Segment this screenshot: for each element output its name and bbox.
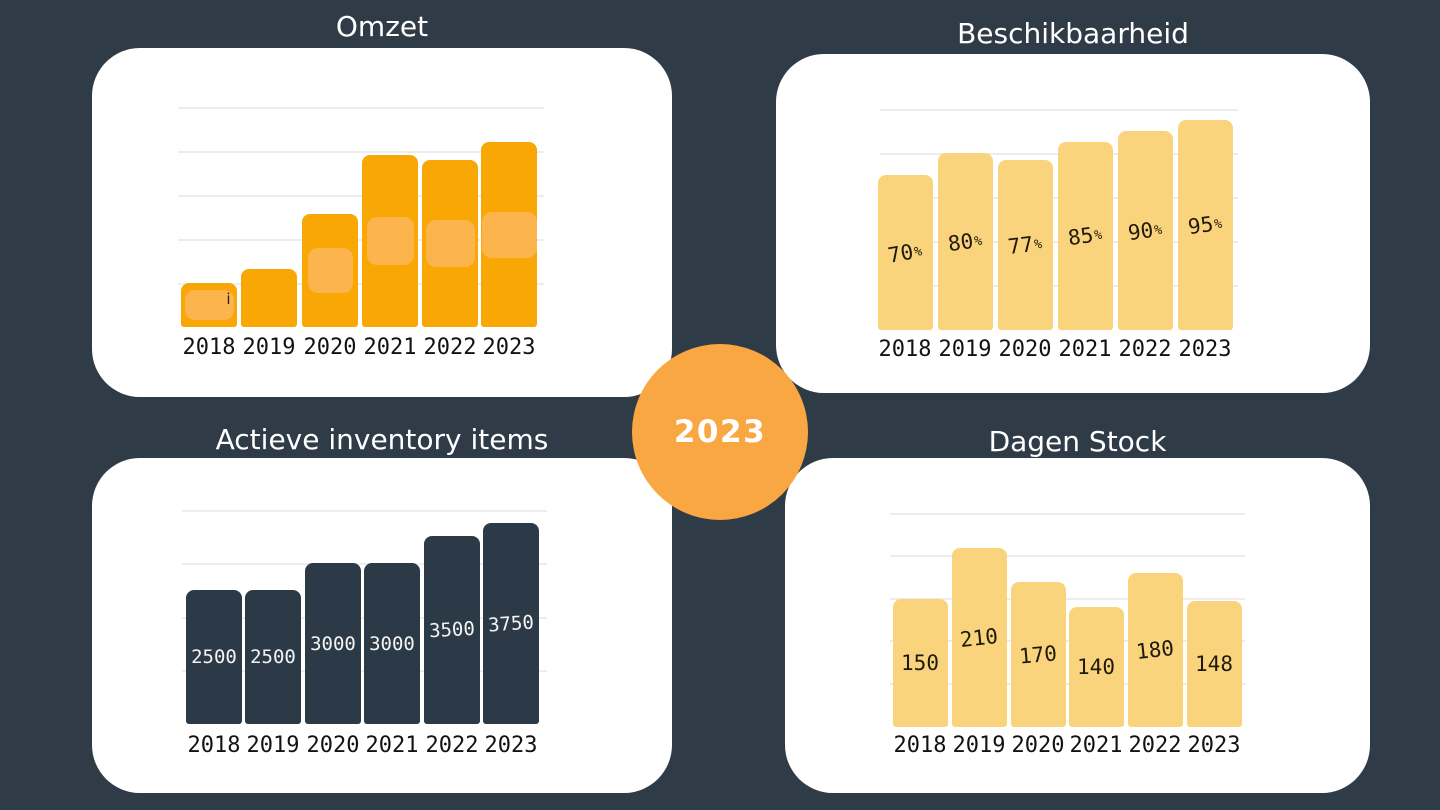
actieve-axis-label-2023: 2023 (484, 733, 538, 758)
actieve-value-label-2021: 3000 (369, 632, 415, 655)
actieve-gridline (182, 510, 547, 512)
beschikbaarheid-value-label-2023: 95% (1186, 211, 1224, 240)
actieve-bar-2023 (483, 523, 539, 724)
omzet-redacted-label-2023 (481, 211, 537, 258)
actieve-value-label-2022: 3500 (428, 617, 476, 643)
percent-sign: % (1033, 236, 1044, 253)
dagen-gridline (890, 598, 1245, 600)
dagen-value-label-2018: 150 (901, 651, 939, 675)
omzet-gridline (178, 283, 544, 285)
year-badge-label: 2023 (673, 414, 767, 450)
dagen-value-label-2020: 170 (1018, 640, 1058, 669)
omzet-plot-area: 2018 2019 2020 2021 2022 2023 i (92, 48, 672, 397)
dagen-stock-plot-area: 150 2018 210 2019 170 2020 140 2021 180 2022 148 20… (785, 458, 1370, 793)
omzet-gridline (178, 239, 544, 241)
actieve-bar-2021 (364, 563, 420, 724)
beschikbaarheid-axis-label-2019: 2019 (938, 337, 992, 362)
dagen-value-label-2021: 140 (1077, 655, 1115, 679)
dagen-value-label-2022: 180 (1134, 636, 1176, 664)
actieve-gridline (182, 563, 547, 565)
actieve-bar-2019 (245, 590, 301, 724)
actieve-value-label-2023: 3750 (487, 610, 535, 637)
dagen-bar-2023 (1186, 601, 1242, 727)
omzet-redacted-label-2020 (307, 248, 353, 293)
beschikbaarheid-chart-card: 70% 2018 80% 2019 77% 2020 85% 2021 90% 2022 95% 20… (776, 54, 1370, 393)
omzet-axis-label-2022: 2022 (423, 335, 477, 360)
beschikbaarheid-axis-label-2018: 2018 (878, 337, 932, 362)
actieve-value-label-2020: 3000 (310, 632, 356, 655)
beschikbaarheid-bar-2023 (1177, 120, 1233, 330)
actieve-axis-label-2021: 2021 (365, 733, 419, 758)
dagen-bar-2021 (1068, 607, 1124, 727)
omzet-axis-label-2021: 2021 (363, 335, 417, 360)
omzet-gridline (178, 107, 544, 109)
actieve-inventory-chart-card: 2500 2018 2500 2019 3000 2020 3000 2021 3500 2022… (92, 458, 672, 793)
beschikbaarheid-gridline (880, 109, 1238, 111)
beschikbaarheid-bar-2020 (997, 160, 1053, 330)
actieve-axis-label-2019: 2019 (246, 733, 300, 758)
actieve-inventory-plot-area: 2500 2018 2500 2019 3000 2020 3000 2021 3500 2022… (92, 458, 672, 793)
beschikbaarheid-bar-2021 (1057, 142, 1113, 330)
dagen-axis-label-2019: 2019 (952, 733, 1006, 758)
dagen-stock-chart-title: Dagen Stock (988, 425, 1167, 458)
actieve-bar-2018 (186, 590, 242, 724)
beschikbaarheid-value-label-2021: 85% (1066, 222, 1104, 251)
dagen-axis-label-2023: 2023 (1187, 733, 1241, 758)
beschikbaarheid-axis-label-2020: 2020 (998, 337, 1052, 362)
omzet-redacted-label-2018: i (184, 290, 234, 320)
dagen-bar-2019 (951, 548, 1007, 727)
omzet-redacted-label-2021 (366, 217, 414, 265)
omzet-bar-2019 (241, 269, 297, 327)
omzet-axis-label-2023: 2023 (482, 335, 536, 360)
dagen-bar-2018 (892, 599, 948, 727)
dagen-axis-label-2021: 2021 (1069, 733, 1123, 758)
dagen-value-label-2019: 210 (958, 623, 1000, 652)
actieve-bar-2020 (305, 563, 361, 724)
dagen-axis-label-2022: 2022 (1128, 733, 1182, 758)
actieve-axis-label-2020: 2020 (306, 733, 360, 758)
omzet-axis-label-2020: 2020 (303, 335, 357, 360)
dagen-gridline (890, 555, 1245, 557)
beschikbaarheid-value-label-2019: 80% (946, 228, 984, 256)
dagen-gridline (890, 513, 1245, 515)
omzet-chart-title: Omzet (335, 10, 429, 43)
omzet-axis-label-2019: 2019 (242, 335, 296, 360)
dagen-gridline (890, 640, 1245, 642)
beschikbaarheid-value-label-2018: 70% (886, 239, 924, 268)
beschikbaarheid-axis-label-2022: 2022 (1118, 337, 1172, 362)
beschikbaarheid-plot-area: 70% 2018 80% 2019 77% 2020 85% 2021 90% 2022 95% 20… (776, 54, 1370, 393)
omzet-redacted-label-2022 (425, 220, 475, 267)
dagen-axis-label-2018: 2018 (893, 733, 947, 758)
dagen-stock-chart-card: 150 2018 210 2019 170 2020 140 2021 180 2022 148 20… (785, 458, 1370, 793)
omzet-gridline (178, 195, 544, 197)
actieve-axis-label-2022: 2022 (425, 733, 479, 758)
year-badge: 2023 (632, 344, 808, 520)
beschikbaarheid-chart-title: Beschikbaarheid (957, 17, 1189, 50)
beschikbaarheid-value-label-2020: 77% (1006, 232, 1044, 259)
beschikbaarheid-bar-2022 (1117, 131, 1173, 330)
beschikbaarheid-bar-2019 (937, 153, 993, 330)
omzet-axis-label-2018: 2018 (182, 335, 236, 360)
dagen-gridline (890, 683, 1245, 685)
actieve-bar-2022 (424, 536, 480, 724)
actieve-axis-label-2018: 2018 (187, 733, 241, 758)
dagen-axis-label-2020: 2020 (1011, 733, 1065, 758)
actieve-value-label-2019: 2500 (250, 646, 296, 668)
dagen-bar-2020 (1010, 582, 1066, 727)
beschikbaarheid-bar-2018 (877, 175, 933, 330)
beschikbaarheid-value-label-2022: 90% (1126, 217, 1164, 245)
omzet-gridline (178, 151, 544, 153)
beschikbaarheid-axis-label-2021: 2021 (1058, 337, 1112, 362)
dagen-bar-2022 (1127, 573, 1183, 727)
beschikbaarheid-axis-label-2023: 2023 (1178, 337, 1232, 362)
actieve-inventory-chart-title: Actieve inventory items (215, 423, 549, 456)
residual-label-fragment: i (226, 290, 231, 308)
actieve-value-label-2018: 2500 (191, 646, 237, 668)
dagen-value-label-2023: 148 (1195, 652, 1233, 676)
omzet-chart-card: 2018 2019 2020 2021 2022 2023 i (92, 48, 672, 397)
